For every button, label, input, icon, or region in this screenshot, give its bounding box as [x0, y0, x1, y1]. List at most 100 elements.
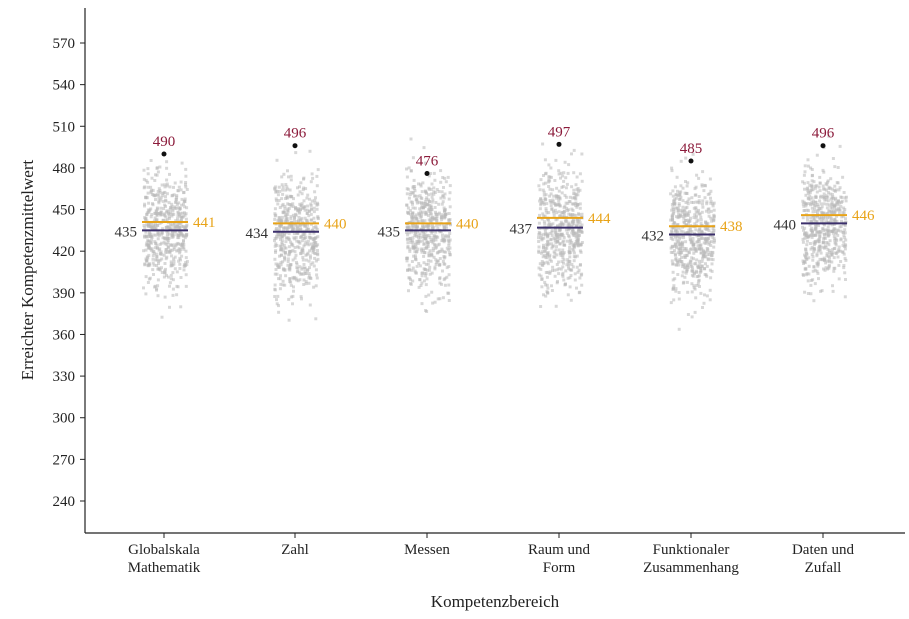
data-point — [558, 252, 562, 256]
data-point — [564, 228, 568, 232]
data-point — [679, 260, 683, 264]
data-point — [686, 214, 690, 217]
data-point — [295, 220, 299, 224]
data-point — [411, 202, 414, 206]
top-value-dot — [161, 151, 167, 157]
data-point — [687, 228, 691, 232]
data-point — [560, 185, 564, 189]
data-point — [838, 249, 842, 253]
data-point — [801, 180, 805, 184]
data-point — [838, 201, 842, 205]
data-point — [273, 257, 277, 261]
data-point — [811, 258, 815, 262]
data-point — [171, 209, 175, 213]
data-point — [289, 174, 293, 178]
data-point — [681, 265, 685, 268]
data-point — [697, 231, 701, 235]
data-point — [574, 183, 578, 187]
data-point — [835, 238, 839, 242]
data-point — [670, 169, 674, 173]
data-point — [816, 264, 820, 268]
data-point — [673, 249, 676, 253]
data-point — [813, 207, 817, 211]
data-point — [690, 266, 694, 270]
data-point — [673, 242, 677, 246]
data-point — [816, 271, 820, 275]
data-point — [816, 262, 820, 266]
data-point — [554, 248, 558, 252]
data-point — [149, 189, 153, 193]
data-point — [299, 204, 303, 208]
data-point — [822, 195, 826, 198]
data-point — [149, 185, 153, 189]
data-point — [812, 265, 816, 269]
data-point — [420, 197, 424, 201]
data-point — [152, 273, 155, 276]
data-point — [813, 282, 817, 286]
data-point — [578, 206, 582, 210]
data-point — [405, 167, 408, 171]
data-point — [153, 226, 157, 230]
data-point — [296, 266, 300, 270]
data-point — [538, 231, 542, 235]
data-point — [160, 266, 163, 270]
data-point — [572, 188, 576, 192]
data-point — [165, 166, 169, 170]
data-point — [310, 172, 314, 176]
data-point — [707, 210, 711, 214]
data-point — [540, 251, 543, 255]
data-point — [809, 216, 813, 220]
data-point — [576, 270, 580, 274]
data-point — [300, 247, 304, 251]
data-point — [545, 211, 549, 215]
data-point — [418, 194, 422, 198]
data-point — [405, 225, 409, 229]
data-point — [538, 262, 542, 266]
data-point — [684, 271, 688, 275]
data-point — [567, 259, 571, 263]
data-point — [313, 251, 316, 255]
data-point — [419, 184, 423, 188]
data-point — [302, 278, 306, 282]
data-point — [822, 246, 826, 250]
data-point — [551, 269, 554, 272]
data-point — [163, 295, 167, 299]
data-point — [537, 245, 541, 249]
data-point — [168, 226, 172, 230]
data-point — [165, 250, 169, 254]
top-value-dot — [424, 170, 430, 176]
data-point — [275, 190, 279, 193]
data-point — [549, 192, 553, 196]
data-point — [542, 220, 546, 224]
data-point — [430, 219, 434, 223]
data-point — [829, 215, 833, 219]
data-point — [277, 310, 281, 314]
data-point — [287, 175, 290, 179]
data-point — [419, 235, 422, 239]
data-point — [580, 212, 584, 216]
data-point — [424, 294, 428, 298]
data-point — [312, 206, 316, 210]
data-point — [685, 269, 689, 273]
data-point — [298, 202, 302, 206]
data-point — [838, 186, 842, 190]
data-point — [170, 263, 174, 267]
data-point — [315, 207, 319, 211]
data-point — [296, 193, 300, 197]
data-point — [439, 180, 443, 184]
data-point — [273, 214, 277, 218]
data-point — [804, 193, 808, 197]
data-point — [811, 278, 815, 282]
data-point — [702, 253, 706, 257]
data-point — [573, 272, 577, 276]
data-point — [691, 236, 695, 240]
data-point — [827, 249, 831, 252]
data-point — [301, 188, 305, 192]
data-point — [543, 227, 547, 231]
data-point — [411, 186, 415, 190]
data-point — [160, 252, 164, 256]
data-point — [567, 163, 571, 167]
data-point — [711, 227, 715, 231]
data-point — [818, 175, 822, 179]
data-point — [551, 244, 555, 248]
